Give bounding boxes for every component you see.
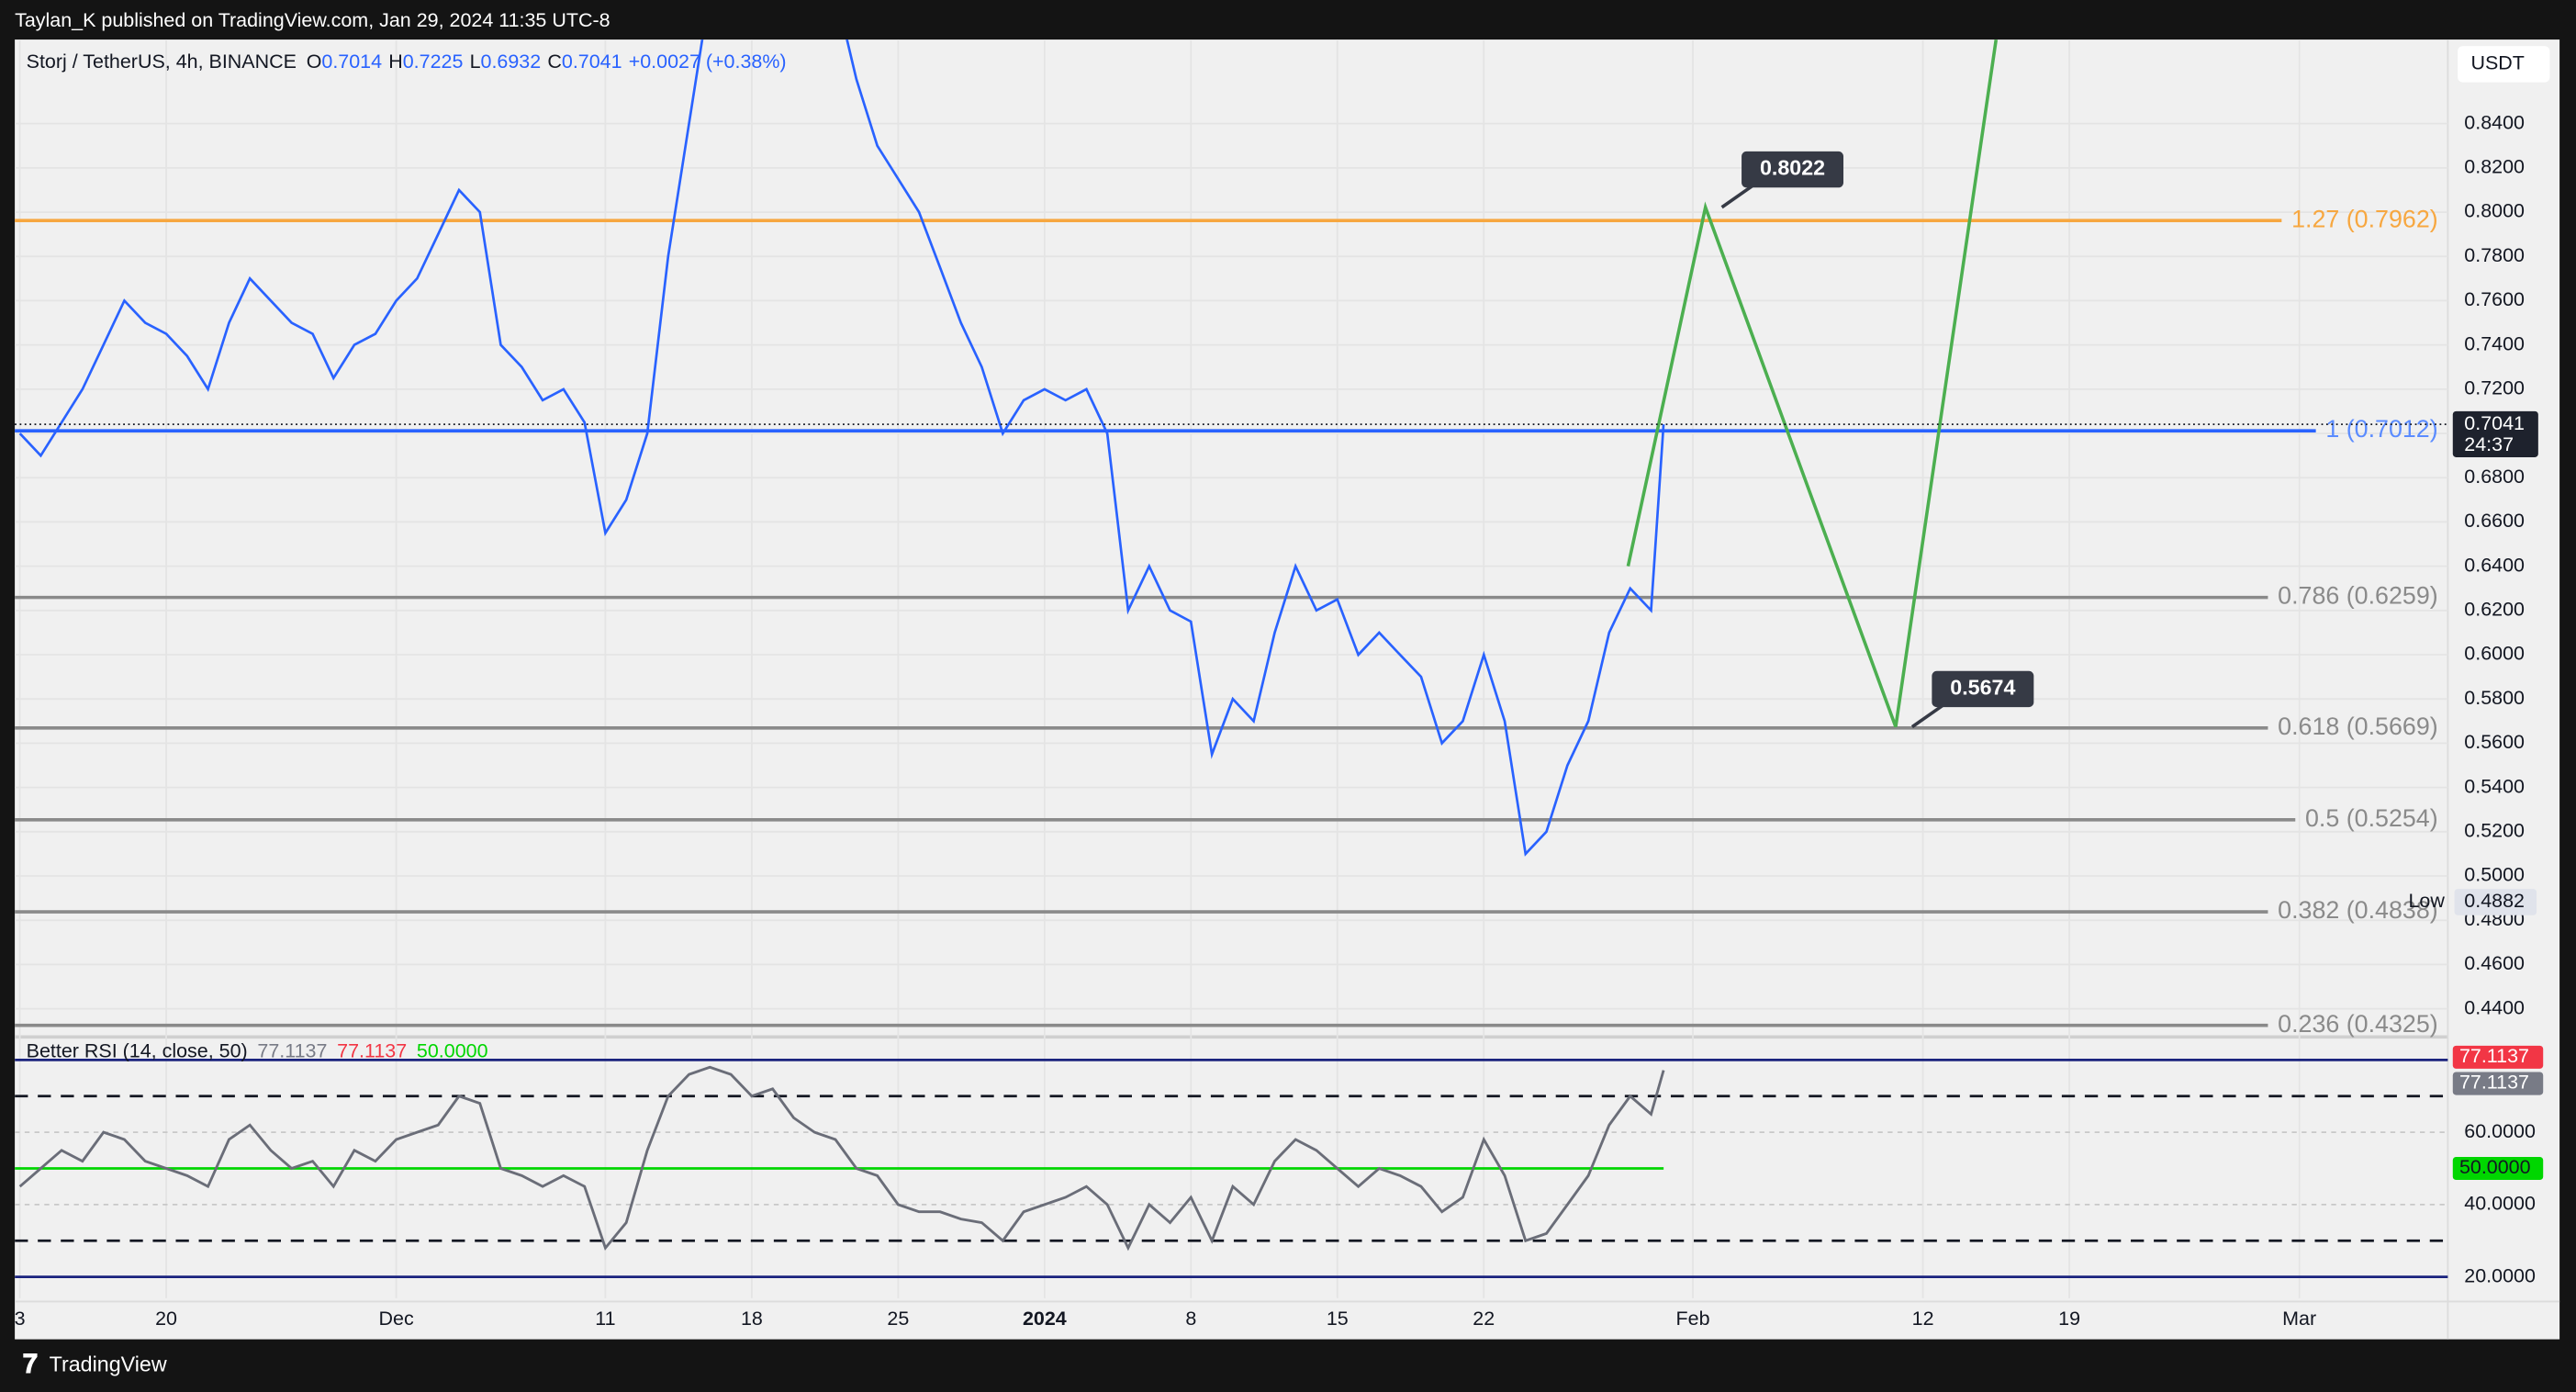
x-tick-label: 22	[1473, 1308, 1495, 1330]
price-line	[18, 39, 1665, 857]
y-tick-label: 0.6200	[2464, 599, 2525, 621]
rsi-tick-label: 40.0000	[2464, 1193, 2536, 1215]
y-tick-label: 0.6800	[2464, 466, 2525, 488]
ohlc-value: 0.7041	[562, 51, 622, 73]
y-tick-label: 0.8400	[2464, 111, 2525, 133]
rsi-pane	[15, 1059, 2448, 1278]
fib-label: 1.27 (0.7962)	[2291, 205, 2438, 232]
fib-label: 1 (0.7012)	[2325, 415, 2437, 443]
price-legend: Storj / TetherUS, 4h, BINANCE O0.7014 H0.7…	[27, 51, 787, 73]
fib-label: 0.382 (0.4838)	[2278, 896, 2438, 924]
x-tick-label: 15	[1327, 1308, 1349, 1330]
y-tick-label: 0.5200	[2464, 819, 2525, 841]
rsi-axis-box	[2452, 1156, 2544, 1181]
x-tick-label: Feb	[1676, 1308, 1710, 1330]
x-tick-label: Dec	[379, 1308, 414, 1330]
rsi-readout: 50.0000	[417, 1039, 488, 1061]
callout-pointer	[1910, 702, 1946, 729]
price-pane	[18, 39, 1999, 857]
callout-label: 0.8022	[1760, 156, 1825, 180]
last-price: 0.7041	[2464, 412, 2525, 434]
projection-line	[1626, 39, 1999, 728]
y-tick-label: 0.7200	[2464, 377, 2525, 399]
fib-label: 0.236 (0.4325)	[2278, 1010, 2438, 1038]
callout-label: 0.5674	[1950, 676, 2015, 700]
low-box	[2454, 889, 2537, 915]
rsi-axis-label: 77.1137	[2459, 1045, 2529, 1067]
rsi-axis-box	[2452, 1072, 2544, 1095]
legend-symbol: Storj / TetherUS, 4h, BINANCE	[27, 51, 297, 73]
ohlc-value: 0.6932	[481, 51, 542, 73]
x-tick-label: 25	[887, 1308, 909, 1330]
x-tick-label: 12	[1912, 1308, 1934, 1330]
logo: 𝟕	[23, 1350, 38, 1379]
ohlc-key: H	[388, 51, 403, 73]
x-tick-label: 8	[1185, 1308, 1196, 1330]
y-tick-label: 0.4600	[2464, 952, 2525, 974]
y-tick-label: 0.8000	[2464, 200, 2525, 222]
ohlc-value: 0.7014	[321, 51, 382, 73]
x-tick-label: 18	[741, 1308, 763, 1330]
rsi-axis-label: 77.1137	[2459, 1072, 2529, 1094]
x-tick-label: 20	[155, 1308, 177, 1330]
y-tick-label: 0.5800	[2464, 687, 2525, 709]
rsi-legend: Better RSI (14, close, 50) 77.1137 77.1137…	[27, 1039, 488, 1061]
y-tick-label: 0.6600	[2464, 510, 2525, 532]
y-tick-label: 0.4400	[2464, 996, 2525, 1018]
y-tick-label: 0.5600	[2464, 731, 2525, 753]
countdown: 24:37	[2464, 433, 2514, 455]
ohlc-key: O	[307, 51, 322, 73]
y-tick-label: 0.5400	[2464, 775, 2525, 797]
ohlc-key: C	[547, 51, 562, 73]
rsi-tick-label: 60.0000	[2464, 1120, 2536, 1142]
fib-label: 0.618 (0.5669)	[2278, 713, 2438, 740]
header: Taylan_K published on TradingView.com, J…	[15, 9, 610, 31]
y-tick-label: 0.5000	[2464, 864, 2525, 886]
y-tick-label: 0.6400	[2464, 554, 2525, 576]
fib-label: 0.786 (0.6259)	[2278, 582, 2438, 610]
x-tick-label: 2024	[1023, 1308, 1067, 1330]
rsi-name: Better RSI (14, close, 50)	[27, 1039, 248, 1061]
x-tick-label: Mar	[2282, 1308, 2316, 1330]
rsi-readout: 77.1137	[337, 1039, 407, 1061]
last-price-box	[2452, 410, 2538, 457]
rsi-line	[18, 1065, 1665, 1252]
rsi-readout: 77.1137	[257, 1039, 327, 1061]
y-tick-label: 0.6000	[2464, 643, 2525, 665]
currency-box	[2458, 46, 2550, 83]
rsi-axis-box	[2452, 1045, 2544, 1069]
rsi-tick-label: 20.0000	[2464, 1264, 2536, 1286]
currency: USDT	[2470, 52, 2524, 74]
x-tick-label: 3	[15, 1308, 26, 1330]
callout-box	[1742, 151, 1844, 188]
ohlc-key: L	[470, 51, 481, 73]
y-tick-label: 0.7600	[2464, 288, 2525, 310]
low-value: 0.4882	[2464, 890, 2525, 912]
low-label: Low	[2408, 890, 2445, 912]
callout-pointer	[1720, 183, 1756, 209]
y-tick-label: 0.7800	[2464, 244, 2525, 266]
rsi-axis-label: 50.0000	[2459, 1156, 2531, 1178]
fib-label: 0.5 (0.5254)	[2305, 804, 2438, 832]
footer: TradingView	[50, 1352, 167, 1375]
callout-box	[1932, 670, 2034, 708]
y-tick-label: 0.8200	[2464, 156, 2525, 178]
change: +0.0027 (+0.38%)	[629, 51, 787, 73]
x-tick-label: 19	[2058, 1308, 2080, 1330]
x-tick-label: 11	[595, 1308, 615, 1330]
y-tick-label: 0.7400	[2464, 332, 2525, 354]
ohlc-value: 0.7225	[403, 51, 464, 73]
